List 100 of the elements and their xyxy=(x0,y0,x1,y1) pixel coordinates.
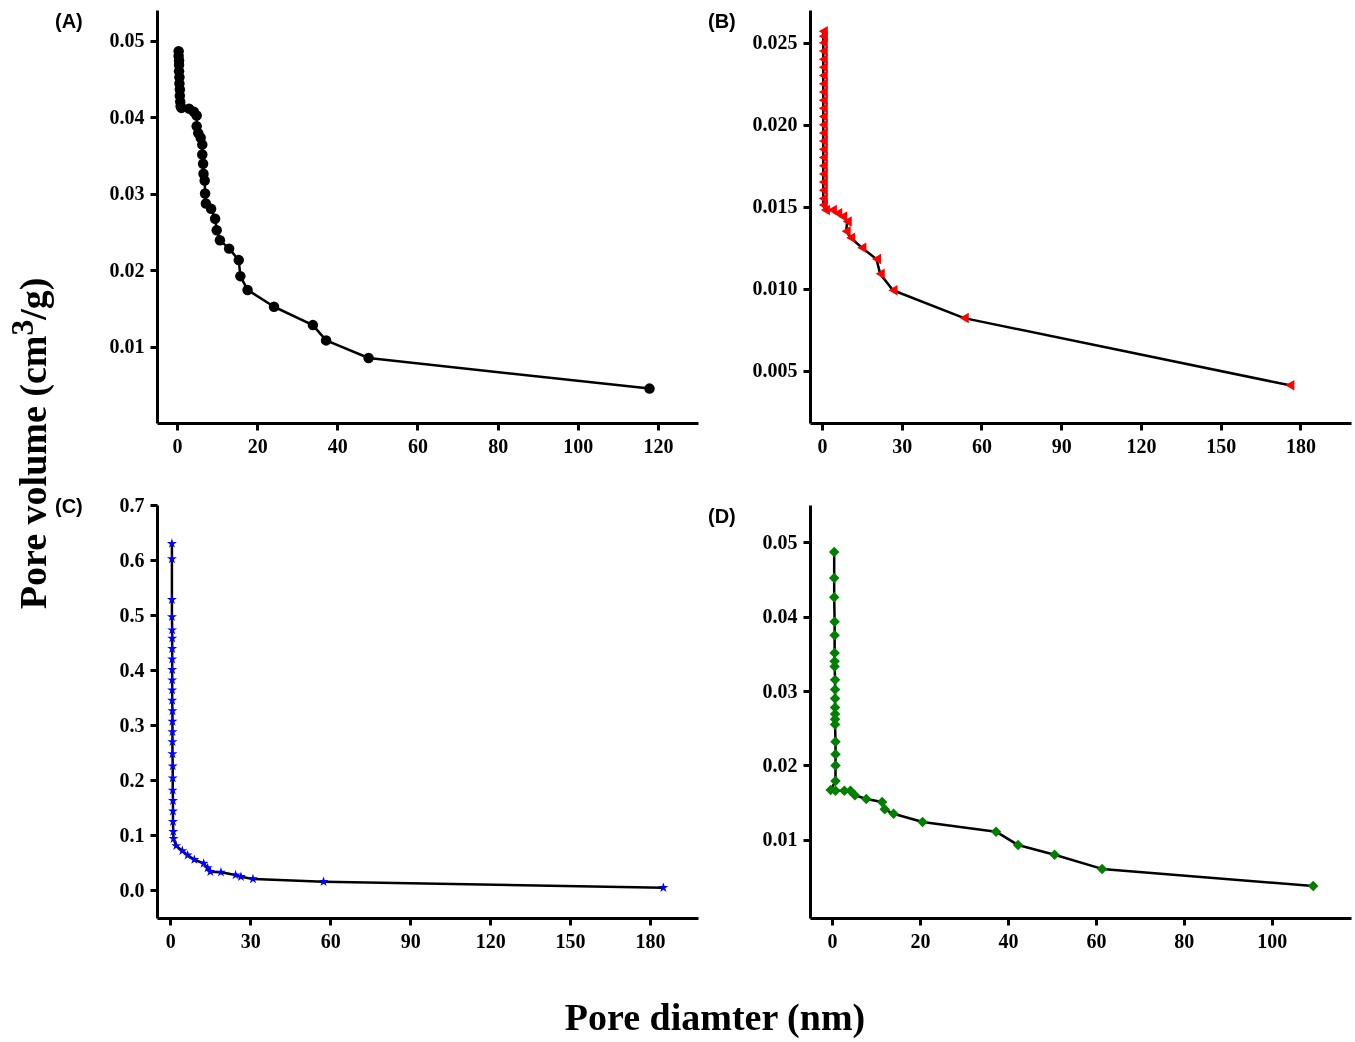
point xyxy=(242,284,253,296)
x-tick-label: 30 xyxy=(892,434,913,457)
y-tick-label: 0.2 xyxy=(119,768,145,791)
point xyxy=(818,160,828,171)
point xyxy=(167,736,178,747)
y-tick-label: 0.4 xyxy=(119,658,145,681)
x-tick-label: 120 xyxy=(475,929,506,952)
point xyxy=(211,225,222,236)
y-tick-label: 0.1 xyxy=(119,823,145,846)
point xyxy=(247,873,258,884)
chart-title: (C) xyxy=(55,495,83,517)
point xyxy=(861,793,872,805)
point xyxy=(818,78,828,89)
point xyxy=(1096,863,1108,875)
point xyxy=(235,270,246,282)
point xyxy=(658,882,669,892)
point xyxy=(307,319,319,331)
point xyxy=(168,795,178,805)
x-tick-label: 90 xyxy=(400,929,421,952)
point xyxy=(830,760,841,771)
point xyxy=(818,37,828,49)
point xyxy=(644,383,655,394)
x-tick-label: 150 xyxy=(1206,434,1237,457)
point xyxy=(818,103,828,114)
point xyxy=(197,158,209,169)
x-tick-label: 60 xyxy=(971,434,992,457)
point xyxy=(182,849,193,860)
point xyxy=(189,854,200,864)
point xyxy=(818,70,828,81)
point xyxy=(167,760,178,771)
point xyxy=(214,234,226,246)
x-tick-label: 40 xyxy=(998,929,1019,952)
point xyxy=(318,876,329,886)
point xyxy=(215,867,226,877)
point xyxy=(857,242,867,253)
x-tick-label: 120 xyxy=(1126,434,1157,457)
point xyxy=(830,749,841,760)
point xyxy=(230,869,241,880)
x-tick-label: 80 xyxy=(1174,929,1195,952)
y-tick-label: 0.04 xyxy=(109,105,145,128)
point xyxy=(233,254,244,266)
point xyxy=(166,553,177,564)
y-tick-label: 0.0 xyxy=(119,878,145,901)
point xyxy=(167,684,178,695)
point xyxy=(849,789,861,801)
point xyxy=(829,684,841,695)
point xyxy=(818,62,828,73)
x-tick-label: 60 xyxy=(1086,929,1107,952)
point xyxy=(167,695,178,705)
point xyxy=(818,127,828,139)
point xyxy=(205,866,216,876)
point xyxy=(166,538,177,548)
point xyxy=(1049,849,1060,860)
point xyxy=(177,845,188,856)
point xyxy=(167,716,178,726)
y-tick-label: 0.02 xyxy=(109,258,145,281)
x-axis-title: Pore diamter (nm) xyxy=(563,995,867,1039)
point xyxy=(818,144,828,155)
y-tick-label: 0.025 xyxy=(752,31,798,54)
y-tick-label: 0.01 xyxy=(109,335,145,358)
point xyxy=(1307,880,1319,892)
point xyxy=(828,572,840,584)
point xyxy=(209,213,221,225)
point xyxy=(828,592,840,603)
point xyxy=(846,232,856,244)
x-tick-label: 60 xyxy=(407,434,428,457)
point xyxy=(205,203,217,215)
y-tick-label: 0.020 xyxy=(752,113,798,136)
point xyxy=(167,664,178,674)
x-tick-label: 100 xyxy=(1257,929,1288,952)
point xyxy=(829,674,841,686)
point xyxy=(167,624,178,635)
point xyxy=(830,775,841,787)
point xyxy=(879,804,891,815)
point xyxy=(223,243,235,254)
point xyxy=(199,175,210,186)
point xyxy=(818,185,828,196)
y-tick-label: 0.3 xyxy=(119,713,145,736)
point xyxy=(197,139,208,150)
x-tick-label: 20 xyxy=(910,929,931,952)
point xyxy=(320,335,332,346)
x-tick-label: 0 xyxy=(817,434,828,457)
x-tick-label: 90 xyxy=(1051,434,1072,457)
x-tick-label: 20 xyxy=(247,434,268,457)
point xyxy=(959,312,969,324)
point xyxy=(820,204,830,216)
point xyxy=(829,616,840,628)
point xyxy=(199,188,211,199)
x-tick-label: 0 xyxy=(172,434,183,457)
point xyxy=(166,594,177,604)
point xyxy=(167,674,178,685)
x-tick-label: 0 xyxy=(165,929,176,952)
x-tick-label: 100 xyxy=(563,434,594,457)
point xyxy=(818,53,828,65)
point xyxy=(167,643,178,653)
point xyxy=(191,110,202,121)
y-tick-label: 0.03 xyxy=(109,182,145,205)
point xyxy=(990,826,1002,837)
point xyxy=(888,808,899,820)
point xyxy=(168,826,179,836)
